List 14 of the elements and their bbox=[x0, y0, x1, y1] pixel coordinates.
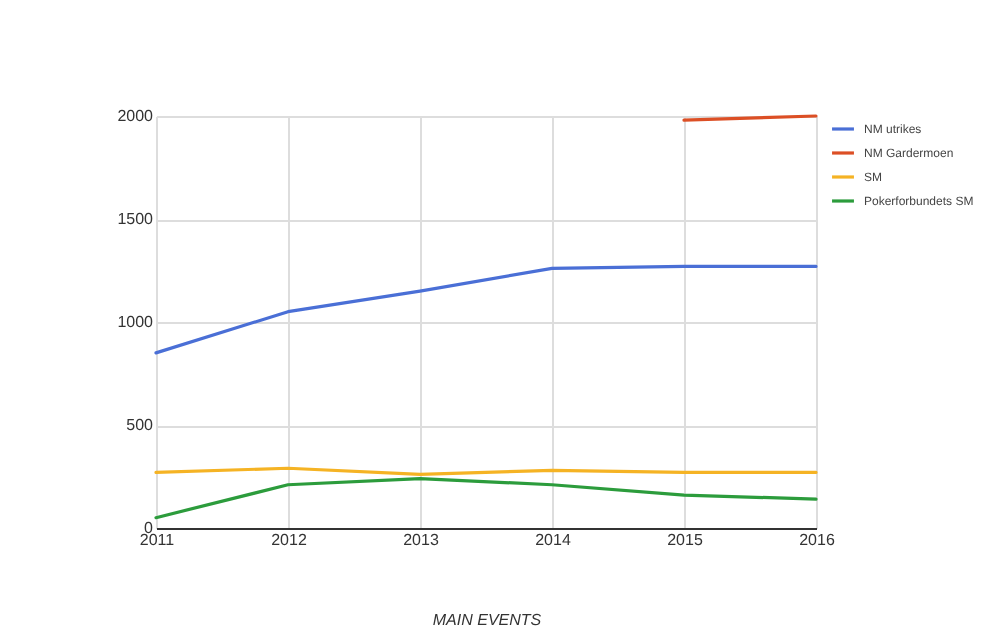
y-tick-label: 1000 bbox=[117, 313, 155, 331]
x-tick-label: 2016 bbox=[799, 531, 836, 549]
x-tick-label: 2013 bbox=[403, 531, 440, 549]
y-tick-label: 500 bbox=[126, 416, 155, 434]
x-tick-label: 2012 bbox=[271, 531, 308, 549]
x-tick-label: 2015 bbox=[667, 531, 704, 549]
y-tick-label: 2000 bbox=[117, 107, 155, 125]
line-series bbox=[154, 476, 818, 520]
y-tick-label: 1500 bbox=[117, 210, 155, 228]
x-axis-title: MAIN EVENTS bbox=[432, 611, 543, 629]
x-tick-label: 2011 bbox=[139, 531, 176, 549]
x-tick-label: 2014 bbox=[535, 531, 572, 549]
line-series bbox=[154, 264, 818, 355]
y-tick-label: 0 bbox=[144, 519, 155, 537]
